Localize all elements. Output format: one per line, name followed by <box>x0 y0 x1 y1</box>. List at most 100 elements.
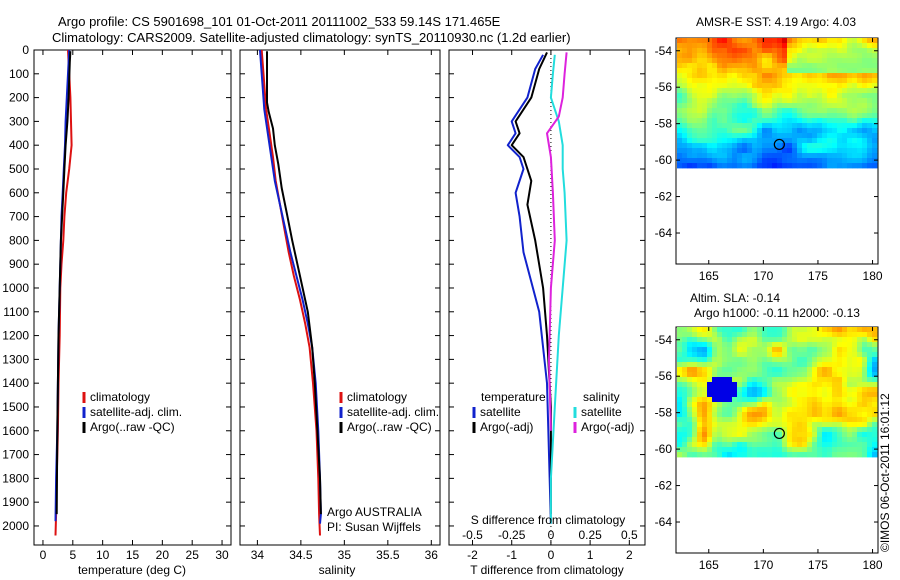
sst-heatmap-cell <box>767 133 773 139</box>
sla-heatmap-cell <box>767 327 773 333</box>
sst-heatmap-cell <box>737 118 743 124</box>
sla-heatmap-cell <box>757 437 763 443</box>
sst-heatmap-cell <box>782 88 788 94</box>
sla-heatmap-cell <box>787 397 793 403</box>
sst-heatmap-cell <box>872 58 878 64</box>
sla-heatmap-cell <box>842 437 848 443</box>
sst-heatmap-cell <box>787 38 793 44</box>
sla-heatmap-cell <box>872 442 878 448</box>
sla-heatmap-cell <box>802 427 808 433</box>
sla-heatmap-cell <box>697 412 703 418</box>
sla-heatmap-cell <box>792 412 798 418</box>
sla-heatmap-cell <box>727 412 733 418</box>
sla-heatmap-cell <box>822 422 828 428</box>
sla-heatmap-cell <box>692 392 698 398</box>
sla-heatmap-cell <box>847 432 853 438</box>
sla-heatmap-cell <box>827 377 833 383</box>
sst-heatmap-cell <box>732 53 738 59</box>
sst-heatmap-cell <box>797 138 803 144</box>
sla-heatmap-cell <box>857 362 863 368</box>
sla-heatmap-cell <box>782 382 788 388</box>
sst-heatmap-cell <box>842 58 848 64</box>
sst-heatmap-cell <box>702 133 708 139</box>
sst-heatmap-cell <box>862 43 868 49</box>
sla-heatmap-cell <box>772 447 778 453</box>
sla-heatmap-cell <box>812 442 818 448</box>
difference-temperature-legend-label: satellite <box>480 405 521 419</box>
credit-text: ©IMOS 06-Oct-2011 16:01:12 <box>878 393 892 552</box>
sla-heatmap-cell <box>747 387 753 393</box>
sst-heatmap-cell <box>732 138 738 144</box>
salinity-annotation-line2: PI: Susan Wijffels <box>327 520 421 534</box>
sla-heatmap-cell <box>797 407 803 413</box>
sst-heatmap-cell <box>782 133 788 139</box>
sla-heatmap-cell <box>722 397 728 403</box>
sla-heatmap-cell <box>677 367 683 373</box>
sla-heatmap-cell <box>802 362 808 368</box>
sla-heatmap-cell <box>817 397 823 403</box>
sla-heatmap-cell <box>732 442 738 448</box>
sst-heatmap-cell <box>827 128 833 134</box>
sst-heatmap-cell <box>862 108 868 114</box>
sst-heatmap-cell <box>777 143 783 149</box>
sla-heatmap-cell <box>857 402 863 408</box>
sst-heatmap-cell <box>757 103 763 109</box>
sla-heatmap-cell <box>872 407 878 413</box>
sla-heatmap-cell <box>777 442 783 448</box>
sla-heatmap-cell <box>857 352 863 358</box>
sst-heatmap-cell <box>707 123 713 129</box>
sla-heatmap-cell <box>812 392 818 398</box>
sst-heatmap-cell <box>677 158 683 164</box>
sla-heatmap-cell <box>712 327 718 333</box>
sla-heatmap-cell <box>787 442 793 448</box>
sst-heatmap-cell <box>867 63 873 69</box>
sst-heatmap-cell <box>717 113 723 119</box>
sst-heatmap-cell <box>802 58 808 64</box>
sst-heatmap-cell <box>807 98 813 104</box>
temperature-ytick-label: 900 <box>9 257 29 271</box>
sla-heatmap-cell <box>682 377 688 383</box>
sla-heatmap-cell <box>807 432 813 438</box>
sst-heatmap-cell <box>777 43 783 49</box>
sst-heatmap-cell <box>832 143 838 149</box>
sst-heatmap-cell <box>762 88 768 94</box>
sst-heatmap-cell <box>732 73 738 79</box>
sla-heatmap-cell <box>802 382 808 388</box>
sla-heatmap-cell <box>827 422 833 428</box>
sla-heatmap-cell <box>732 372 738 378</box>
sst-heatmap-cell <box>767 68 773 74</box>
sla-heatmap-cell <box>872 327 878 333</box>
sla-heatmap-cell <box>712 362 718 368</box>
sst-heatmap-cell <box>737 153 743 159</box>
sst-heatmap-cell <box>777 123 783 129</box>
sst-heatmap-cell <box>802 138 808 144</box>
sla-heatmap-cell <box>742 372 748 378</box>
sla-heatmap-cell <box>697 452 703 458</box>
sla-heatmap-cell <box>752 402 758 408</box>
sla-heatmap-cell <box>727 377 733 383</box>
sla-heatmap-cell <box>677 397 683 403</box>
sla-heatmap-cell <box>702 357 708 363</box>
sst-heatmap-cell <box>722 158 728 164</box>
sla-heatmap-cell <box>757 367 763 373</box>
sst-heatmap-cell <box>752 73 758 79</box>
sla-heatmap-cell <box>712 332 718 338</box>
sla-map-subtitle: Argo h1000: -0.11 h2000: -0.13 <box>694 306 860 320</box>
sst-heatmap-cell <box>867 88 873 94</box>
sst-heatmap-cell <box>727 83 733 89</box>
sla-heatmap-cell <box>787 437 793 443</box>
sst-heatmap-cell <box>757 43 763 49</box>
sst-heatmap-cell <box>712 48 718 54</box>
sst-heatmap-cell <box>862 58 868 64</box>
sst-heatmap-cell <box>847 93 853 99</box>
sst-heatmap-cell <box>862 53 868 59</box>
sla-heatmap-cell <box>842 427 848 433</box>
sla-heatmap-cell <box>737 332 743 338</box>
sla-heatmap-cell <box>752 447 758 453</box>
sst-heatmap-cell <box>677 73 683 79</box>
sla-heatmap-cell <box>777 327 783 333</box>
sst-heatmap-cell <box>702 73 708 79</box>
sst-heatmap-cell <box>812 98 818 104</box>
temperature-yticks: 0100200300400500600700800900100011001200… <box>2 43 231 533</box>
